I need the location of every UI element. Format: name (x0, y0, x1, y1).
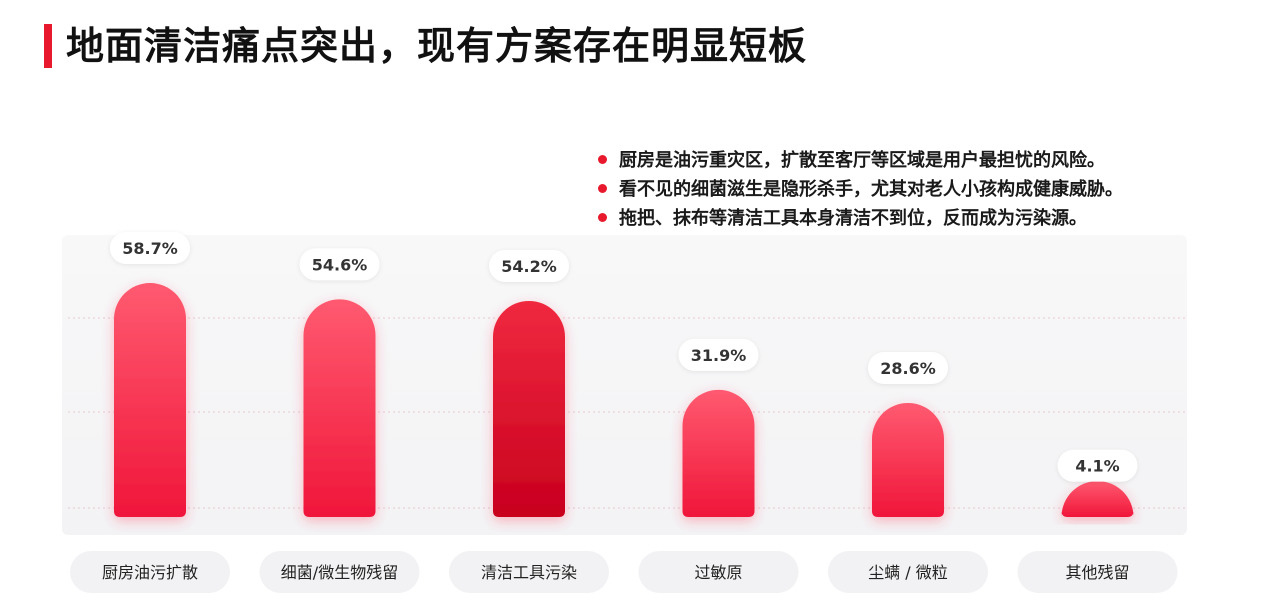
value-label-pill (299, 248, 380, 281)
note-text: 厨房是油污重灾区，扩散至客厅等区域是用户最担忧的风险。 (619, 150, 1105, 171)
value-label: 54.6% (312, 255, 368, 274)
bullet-dot-icon (598, 212, 607, 222)
plot-background (62, 235, 1187, 535)
bars-group: 58.7% 厨房油污扩散 54.6% 细菌/微生物残留 54.2% 清洁工具污染 31.9%… (70, 232, 1178, 593)
bar (872, 402, 944, 517)
category-label-pill (828, 551, 988, 593)
bar-group: 58.7% 厨房油污扩散 (70, 232, 230, 593)
value-label: 4.1% (1075, 457, 1119, 476)
bar (682, 389, 755, 517)
value-label-pill (489, 249, 569, 282)
category-label: 厨房油污扩散 (102, 563, 198, 582)
category-label: 其他残留 (1065, 563, 1129, 582)
value-label-pill (678, 338, 759, 371)
bar-group: 4.1% 其他残留 (1017, 449, 1178, 593)
bar-group: 31.9% 过敏原 (638, 338, 799, 593)
category-label: 尘螨 / 微粒 (868, 563, 948, 582)
category-label-pill (70, 551, 230, 593)
bar-group: 54.6% 细菌/微生物残留 (259, 248, 420, 593)
value-label-pill (868, 351, 948, 384)
value-label: 28.6% (880, 359, 936, 378)
bar-group: 28.6% 尘螨 / 微粒 (828, 351, 988, 593)
category-label-pill (638, 551, 799, 593)
note-item: 看不见的细菌滋生是隐形杀手，尤其对老人小孩构成健康威胁。 (598, 177, 1123, 203)
grid-lines (68, 317, 1185, 509)
bullet-dot-icon (598, 183, 607, 193)
title-accent-bar (44, 24, 52, 68)
value-label: 31.9% (691, 346, 747, 365)
bar (114, 283, 186, 517)
category-label-pill (449, 551, 609, 593)
value-label-pill (110, 232, 190, 264)
bullet-dot-icon (598, 154, 607, 164)
bar-group: 54.2% 清洁工具污染 (449, 249, 609, 593)
bar (493, 300, 565, 517)
category-label: 细菌/微生物残留 (281, 563, 398, 582)
category-label: 过敏原 (694, 563, 742, 582)
note-text: 拖把、抹布等清洁工具本身清洁不到位，反而成为污染源。 (619, 208, 1087, 229)
value-label-pill (1057, 449, 1138, 482)
note-text: 看不见的细菌滋生是隐形杀手，尤其对老人小孩构成健康威胁。 (619, 179, 1123, 200)
note-item: 厨房是油污重灾区，扩散至客厅等区域是用户最担忧的风险。 (598, 148, 1105, 174)
bar (1061, 481, 1134, 517)
note-item: 拖把、抹布等清洁工具本身清洁不到位，反而成为污染源。 (598, 206, 1087, 232)
category-label-pill (1017, 551, 1178, 593)
category-label: 清洁工具污染 (481, 563, 577, 582)
page-title: 地面清洁痛点突出，现有方案存在明显短板 (66, 24, 808, 68)
value-label: 58.7% (122, 239, 178, 258)
category-label-pill (259, 551, 420, 593)
bar (303, 299, 376, 517)
value-label: 54.2% (501, 257, 557, 276)
